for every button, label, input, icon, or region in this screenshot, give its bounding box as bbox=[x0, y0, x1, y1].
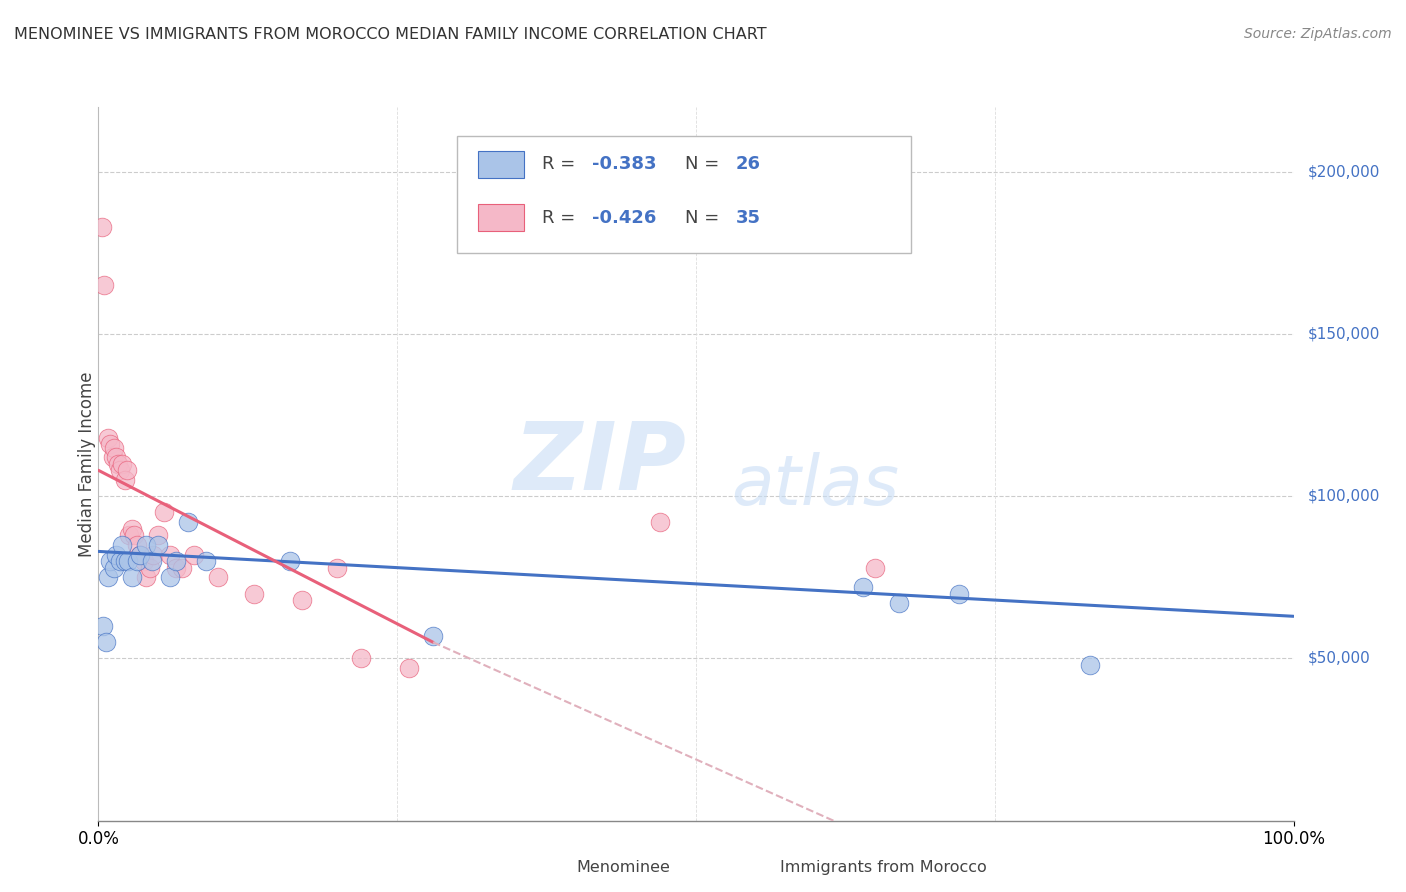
Point bbox=[111, 457, 134, 471]
Text: 26: 26 bbox=[735, 155, 761, 173]
Y-axis label: Median Family Income: Median Family Income bbox=[79, 371, 96, 557]
Point bbox=[422, 629, 444, 643]
Text: R =: R = bbox=[541, 209, 581, 227]
Text: $200,000: $200,000 bbox=[1308, 164, 1379, 179]
Point bbox=[97, 570, 120, 584]
Point bbox=[177, 515, 200, 529]
Point bbox=[114, 473, 136, 487]
Point bbox=[398, 661, 420, 675]
Text: -0.383: -0.383 bbox=[592, 155, 657, 173]
Point bbox=[105, 450, 128, 465]
Point bbox=[159, 570, 181, 584]
Point bbox=[91, 220, 114, 235]
Point bbox=[124, 528, 146, 542]
Point bbox=[141, 554, 163, 568]
Point bbox=[108, 463, 131, 477]
Text: $100,000: $100,000 bbox=[1308, 489, 1379, 504]
Text: Menominee: Menominee bbox=[576, 860, 671, 874]
Point bbox=[159, 548, 181, 562]
Point bbox=[165, 560, 187, 574]
Point bbox=[172, 560, 194, 574]
Point bbox=[105, 548, 128, 562]
Bar bbox=[733, 856, 768, 878]
Point bbox=[97, 431, 120, 445]
Point bbox=[111, 538, 134, 552]
Text: Immigrants from Morocco: Immigrants from Morocco bbox=[779, 860, 987, 874]
Point bbox=[889, 596, 911, 610]
Point bbox=[91, 619, 114, 633]
Text: atlas: atlas bbox=[731, 451, 900, 519]
Text: Source: ZipAtlas.com: Source: ZipAtlas.com bbox=[1244, 27, 1392, 41]
Point bbox=[852, 580, 875, 594]
Point bbox=[243, 586, 266, 600]
Point bbox=[948, 586, 970, 600]
Point bbox=[94, 635, 117, 649]
Text: N =: N = bbox=[685, 155, 725, 173]
Point bbox=[135, 570, 157, 584]
Point bbox=[121, 570, 143, 584]
Point bbox=[648, 515, 672, 529]
Point bbox=[148, 538, 170, 552]
Point bbox=[101, 450, 124, 465]
Point bbox=[118, 528, 141, 542]
Text: MENOMINEE VS IMMIGRANTS FROM MOROCCO MEDIAN FAMILY INCOME CORRELATION CHART: MENOMINEE VS IMMIGRANTS FROM MOROCCO MED… bbox=[14, 27, 766, 42]
Point bbox=[326, 560, 349, 574]
Text: $150,000: $150,000 bbox=[1308, 326, 1379, 342]
Text: R =: R = bbox=[541, 155, 581, 173]
Bar bbox=[529, 856, 565, 878]
Text: ZIP: ZIP bbox=[515, 417, 686, 510]
Point bbox=[108, 554, 131, 568]
Point bbox=[98, 554, 122, 568]
Point bbox=[117, 554, 139, 568]
Bar bbox=[478, 204, 524, 231]
Text: -0.426: -0.426 bbox=[592, 209, 657, 227]
Point bbox=[115, 463, 138, 477]
Point bbox=[129, 548, 152, 562]
Point bbox=[290, 593, 312, 607]
FancyBboxPatch shape bbox=[457, 136, 911, 253]
Point bbox=[135, 538, 157, 552]
Point bbox=[107, 457, 129, 471]
Point bbox=[125, 538, 148, 552]
Point bbox=[863, 560, 886, 574]
Point bbox=[129, 548, 152, 562]
Point bbox=[139, 560, 162, 574]
Point bbox=[153, 506, 176, 520]
Text: $50,000: $50,000 bbox=[1308, 651, 1371, 666]
Point bbox=[142, 548, 165, 562]
Point bbox=[165, 554, 187, 568]
Point bbox=[121, 522, 143, 536]
Point bbox=[93, 278, 115, 293]
Point bbox=[132, 554, 155, 568]
Point bbox=[103, 441, 125, 455]
Point bbox=[103, 560, 125, 574]
Point bbox=[1080, 657, 1102, 672]
Bar bbox=[478, 151, 524, 178]
Point bbox=[350, 651, 373, 665]
Point bbox=[207, 570, 229, 584]
Point bbox=[125, 554, 148, 568]
Point bbox=[194, 554, 217, 568]
Point bbox=[114, 554, 136, 568]
Point bbox=[148, 528, 170, 542]
Text: 35: 35 bbox=[735, 209, 761, 227]
Point bbox=[278, 554, 301, 568]
Point bbox=[183, 548, 205, 562]
Text: N =: N = bbox=[685, 209, 725, 227]
Point bbox=[98, 437, 122, 451]
